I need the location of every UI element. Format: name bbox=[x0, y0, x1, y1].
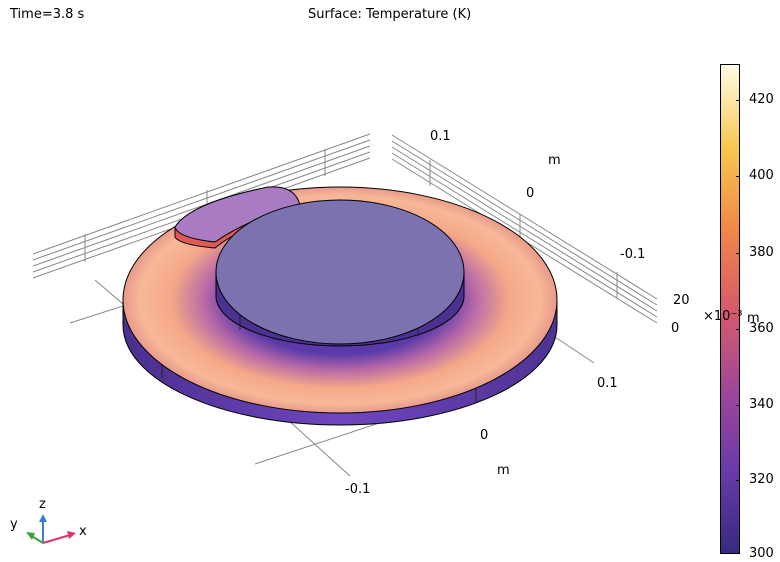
triad-z-label: z bbox=[39, 497, 46, 512]
y-tick-label: 0.1 bbox=[430, 129, 451, 144]
inner-disc-top bbox=[215, 199, 465, 345]
z-axis-unit: m bbox=[747, 311, 760, 326]
colorbar-tick: 380 bbox=[749, 245, 774, 260]
colorbar-tick: 300 bbox=[749, 546, 774, 561]
x-tick-label: 0 bbox=[480, 428, 489, 443]
y-tick-label: 0 bbox=[526, 186, 535, 201]
y-axis-unit: m bbox=[548, 153, 561, 168]
z-exponent: ×10⁻³ bbox=[703, 309, 743, 324]
triad-y-label: y bbox=[10, 517, 18, 532]
x-axis-unit: m bbox=[497, 463, 510, 478]
colorbar-tick: 400 bbox=[749, 168, 774, 183]
colorbar-tick: 360 bbox=[749, 321, 774, 336]
colorbar-tick: 320 bbox=[749, 472, 774, 487]
axis-triad bbox=[26, 514, 76, 544]
triad-x-label: x bbox=[79, 524, 87, 539]
colorbar bbox=[720, 64, 740, 554]
z-tick-label: 0 bbox=[671, 321, 680, 336]
colorbar-tick: 420 bbox=[749, 92, 774, 107]
grid-right bbox=[391, 134, 658, 324]
x-tick-label: -0.1 bbox=[345, 482, 371, 497]
x-tick-label: 0.1 bbox=[597, 376, 618, 391]
plot-title: Surface: Temperature (K) bbox=[308, 7, 472, 22]
y-tick-label: -0.1 bbox=[620, 247, 646, 262]
colorbar-gradient bbox=[721, 65, 739, 553]
colorbar-tick: 340 bbox=[749, 397, 774, 412]
z-tick-label: 20 bbox=[673, 293, 690, 308]
time-label: Time=3.8 s bbox=[10, 7, 85, 22]
grid-left bbox=[32, 133, 371, 279]
